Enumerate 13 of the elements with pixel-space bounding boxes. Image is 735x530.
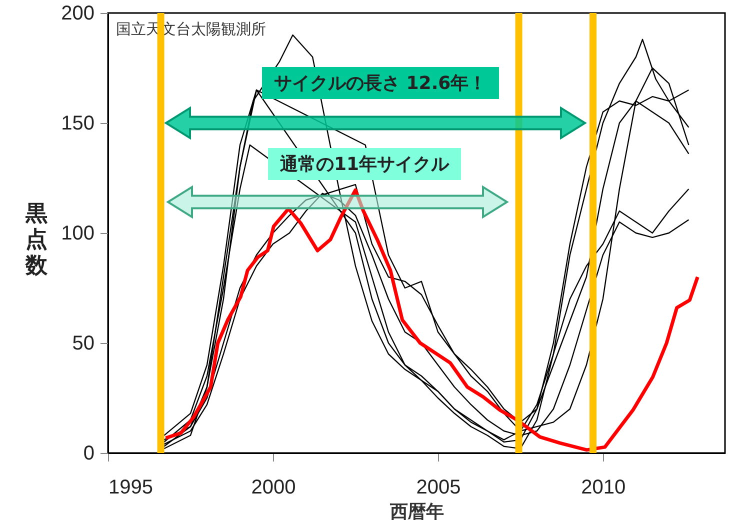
y-tick-label: 0	[83, 442, 94, 464]
annotation: 通常の11年サイクル	[268, 148, 462, 180]
y-tick-label: 200	[61, 2, 94, 24]
y-axis-title: 黒点数	[24, 202, 48, 278]
x-tick-label: 1995	[108, 476, 153, 498]
y-tick-label: 100	[61, 222, 94, 244]
annotation: サイクルの長さ 12.6年！	[262, 67, 499, 99]
y-tick-label: 50	[72, 332, 94, 354]
y-tick-label: 150	[61, 112, 94, 134]
x-tick-label: 2010	[581, 476, 626, 498]
x-axis-title: 西暦年	[389, 502, 444, 522]
x-tick-label: 2005	[416, 476, 461, 498]
x-tick-label: 2000	[251, 476, 296, 498]
